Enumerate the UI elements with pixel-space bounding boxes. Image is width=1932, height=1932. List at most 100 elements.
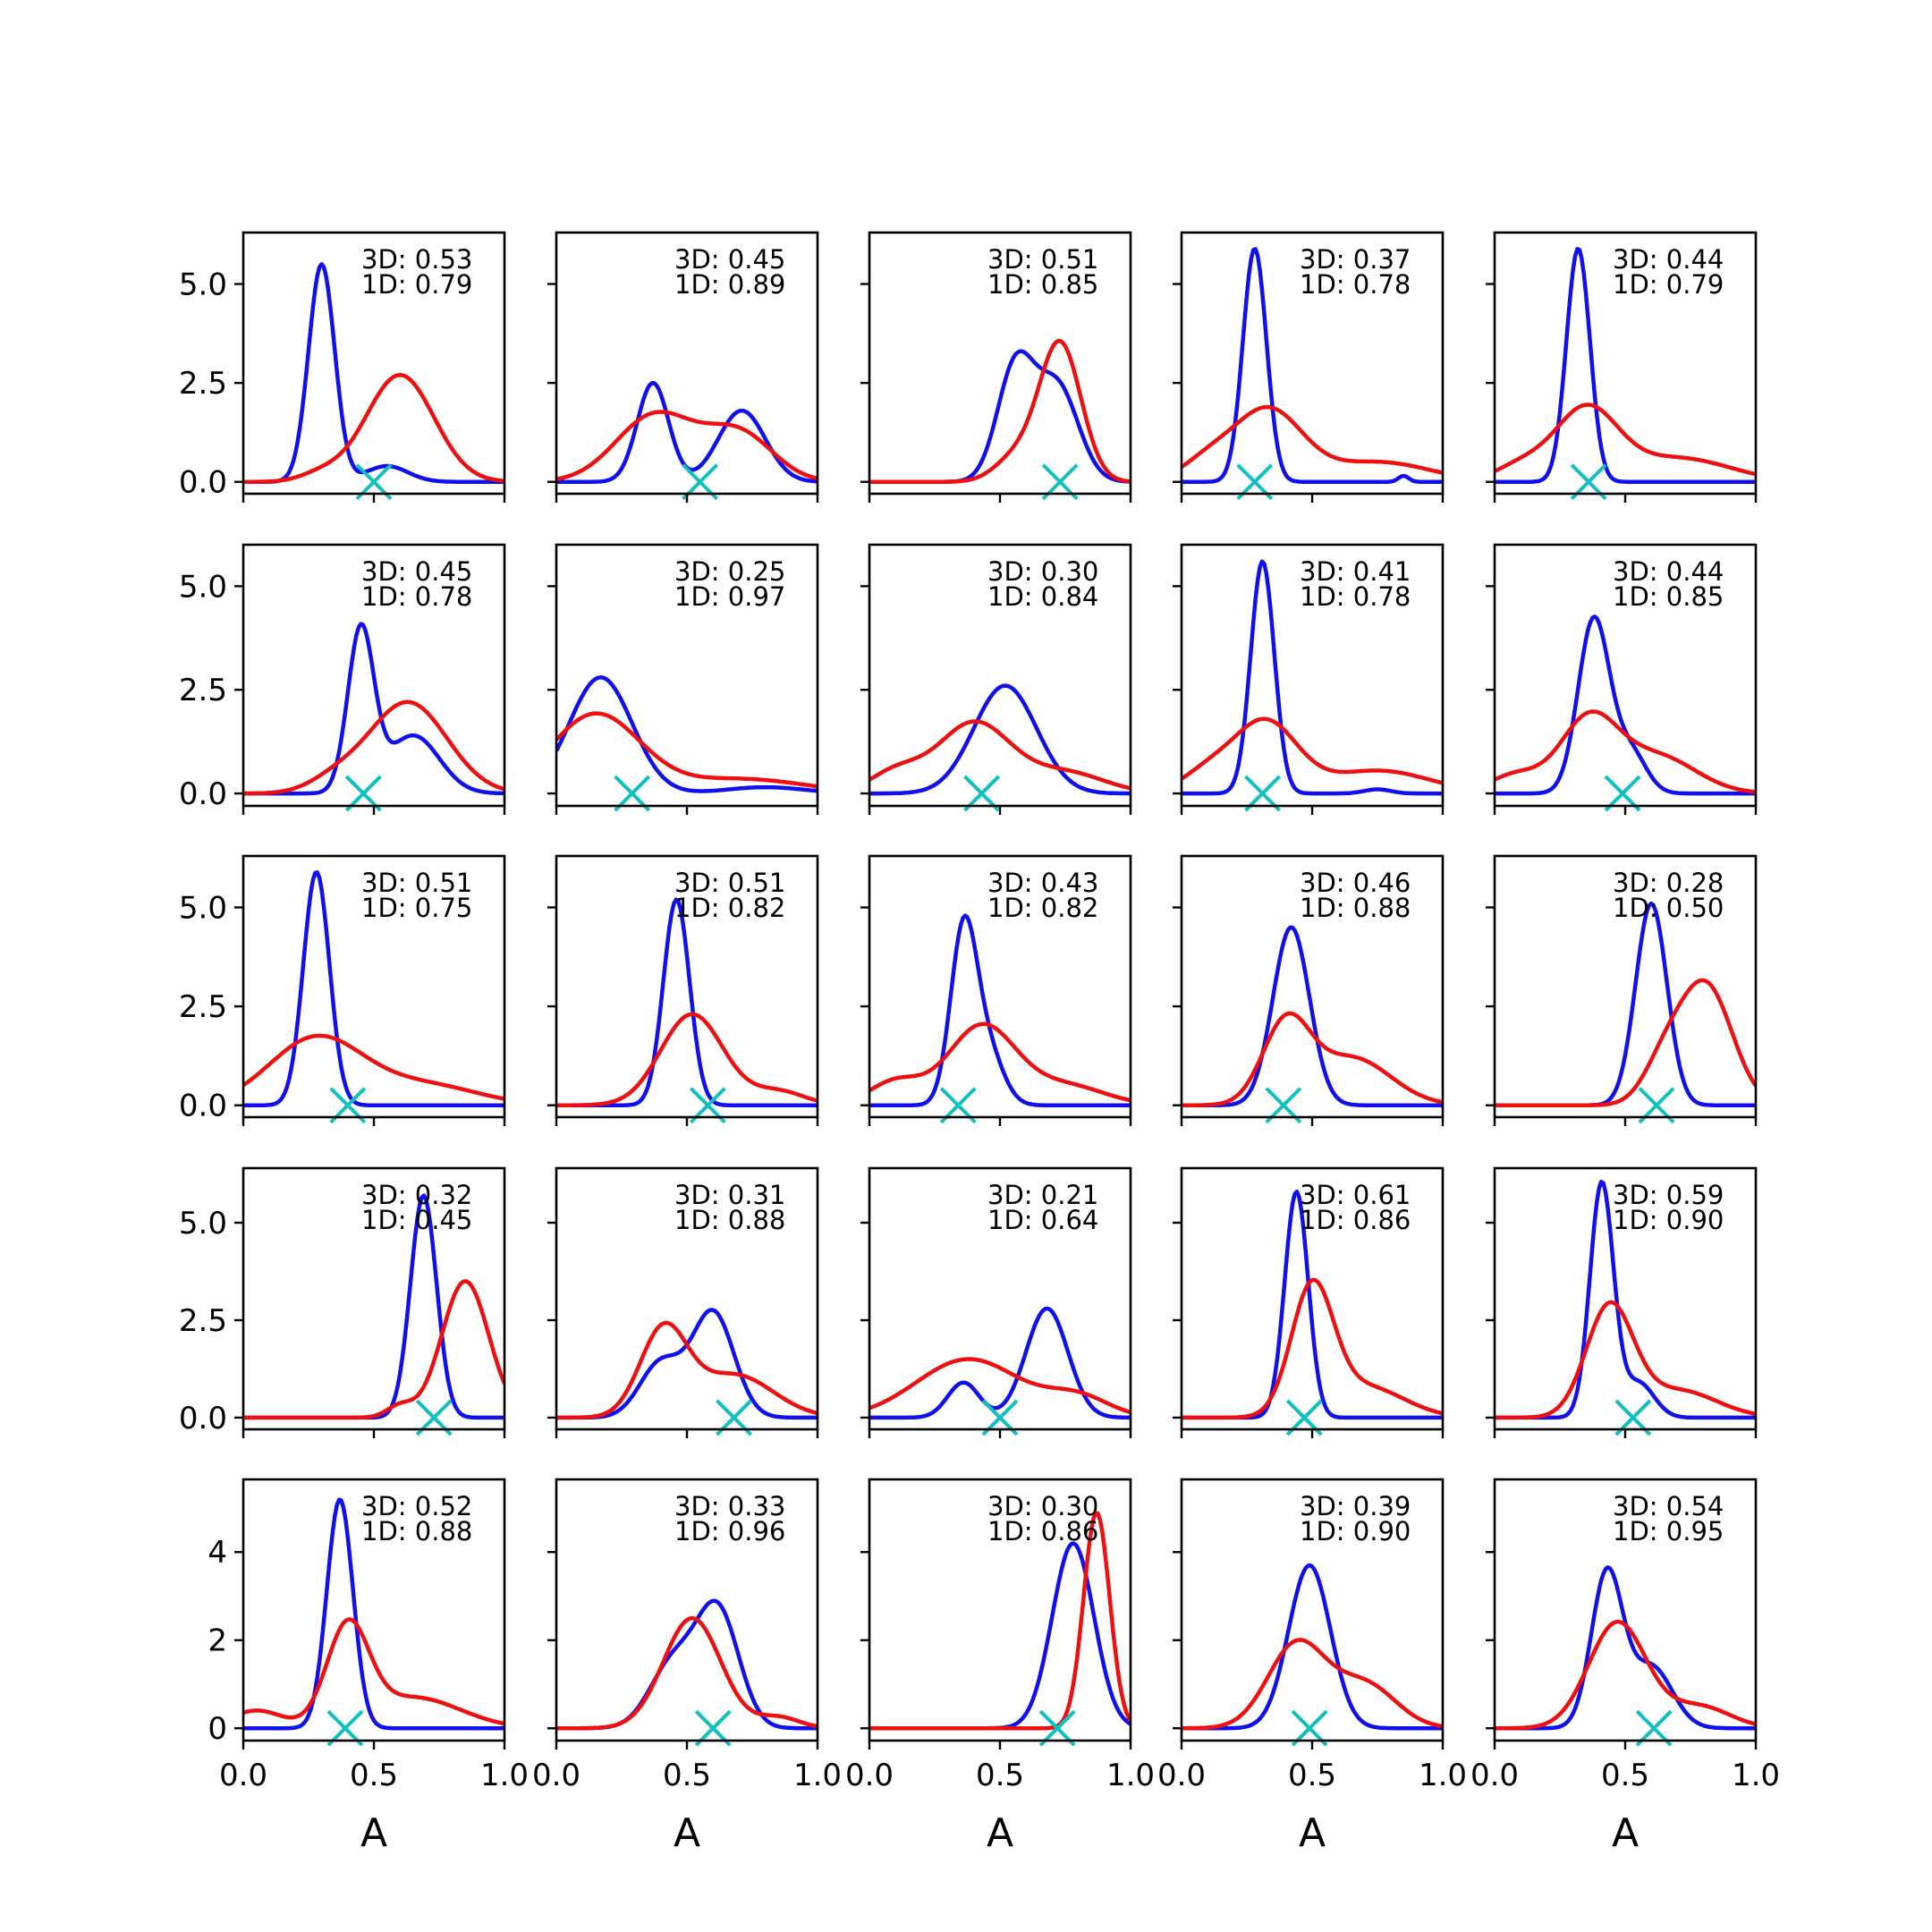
annotation-1d: 1D: 0.96 — [674, 1516, 785, 1546]
curve-1d — [1495, 1619, 1756, 1731]
curve-1d — [1495, 709, 1756, 794]
annotation-3d: 3D: 0.41 — [1300, 556, 1411, 587]
curve-1d — [556, 410, 818, 481]
x-tick-label: 0.5 — [976, 1758, 1024, 1793]
curve-3d — [1182, 559, 1443, 796]
annotation-3d: 3D: 0.52 — [361, 1491, 472, 1521]
annotation-1d: 1D: 0.75 — [361, 893, 472, 923]
curve-3d — [869, 683, 1131, 796]
curve-3d — [869, 1541, 1131, 1731]
x-tick-label: 0.5 — [1601, 1758, 1649, 1793]
annotation-3d: 3D: 0.45 — [361, 556, 472, 587]
annotation-1d: 1D: 0.64 — [987, 1205, 1098, 1235]
x-tick-label: 1.0 — [793, 1758, 842, 1793]
x-tick-label: 0.5 — [663, 1758, 711, 1793]
annotation-3d: 3D: 0.37 — [1300, 244, 1411, 275]
annotation-3d: 3D: 0.31 — [674, 1180, 785, 1210]
y-tick-label: 2.5 — [179, 366, 227, 402]
x-tick-label: 0.5 — [1288, 1758, 1336, 1793]
annotation-1d: 1D: 0.78 — [1300, 581, 1411, 612]
y-tick-label: 0.0 — [179, 1401, 227, 1436]
annotation-3d: 3D: 0.32 — [361, 1180, 472, 1210]
curve-3d — [869, 913, 1131, 1107]
annotation-1d: 1D: 0.88 — [1300, 893, 1411, 923]
curve-3d — [243, 262, 504, 484]
annotation-3d: 3D: 0.30 — [987, 556, 1098, 587]
curve-3d — [869, 1306, 1131, 1420]
annotation-3d: 3D: 0.54 — [1613, 1491, 1724, 1521]
annotation-3d: 3D: 0.30 — [987, 1491, 1098, 1521]
annotation-1d: 1D: 0.79 — [361, 269, 472, 300]
curve-3d — [1495, 614, 1756, 796]
curve-3d — [243, 870, 504, 1107]
curve-1d — [869, 1357, 1131, 1415]
curve-3d — [556, 897, 818, 1107]
curve-3d — [1182, 925, 1443, 1107]
curve-3d — [243, 1497, 504, 1731]
y-tick-label: 2 — [208, 1623, 227, 1659]
annotation-1d: 1D: 0.85 — [1613, 581, 1724, 612]
curve-1d — [869, 1511, 1131, 1731]
annotation-3d: 3D: 0.59 — [1613, 1180, 1724, 1210]
annotation-1d: 1D: 0.85 — [987, 269, 1098, 300]
annotation-1d: 1D: 0.97 — [674, 581, 785, 612]
x-tick-label: 0.0 — [1157, 1758, 1206, 1793]
curve-3d — [1495, 1565, 1756, 1731]
annotation-1d: 1D: 0.86 — [1300, 1205, 1411, 1235]
annotation-3d: 3D: 0.45 — [674, 244, 785, 275]
annotation-3d: 3D: 0.28 — [1613, 868, 1724, 898]
annotation-3d: 3D: 0.43 — [987, 868, 1098, 898]
annotation-1d: 1D: 0.88 — [674, 1205, 785, 1235]
x-tick-label: 1.0 — [1106, 1758, 1155, 1793]
annotation-1d: 1D: 0.50 — [1613, 893, 1724, 923]
y-tick-label: 0.0 — [179, 776, 227, 812]
curve-3d — [556, 1308, 818, 1420]
annotation-1d: 1D: 0.95 — [1613, 1516, 1724, 1546]
annotation-1d: 1D: 0.82 — [674, 893, 785, 923]
curve-3d — [1495, 247, 1756, 484]
annotation-3d: 3D: 0.39 — [1300, 1491, 1411, 1521]
y-tick-label: 0.0 — [179, 1089, 227, 1124]
curve-1d — [869, 1021, 1131, 1103]
annotation-1d: 1D: 0.89 — [674, 269, 785, 300]
curve-3d — [1182, 1563, 1443, 1731]
curve-3d — [1182, 247, 1443, 484]
curve-1d — [1495, 978, 1756, 1107]
annotation-3d: 3D: 0.44 — [1613, 244, 1724, 275]
annotation-1d: 1D: 0.90 — [1613, 1205, 1724, 1235]
annotation-1d: 1D: 0.78 — [361, 581, 472, 612]
y-tick-label: 2.5 — [179, 673, 227, 708]
curve-3d — [1495, 901, 1756, 1107]
x-axis-label: A — [987, 1810, 1013, 1856]
annotation-3d: 3D: 0.53 — [361, 244, 472, 275]
y-tick-label: 5.0 — [179, 891, 227, 927]
annotation-3d: 3D: 0.44 — [1613, 556, 1724, 587]
curve-1d — [556, 711, 818, 789]
y-tick-label: 0 — [208, 1711, 227, 1747]
curve-1d — [869, 338, 1131, 484]
curve-1d — [1182, 1011, 1443, 1107]
x-tick-label: 0.0 — [845, 1758, 894, 1793]
curve-1d — [1495, 1300, 1756, 1420]
y-tick-label: 2.5 — [179, 1303, 227, 1339]
